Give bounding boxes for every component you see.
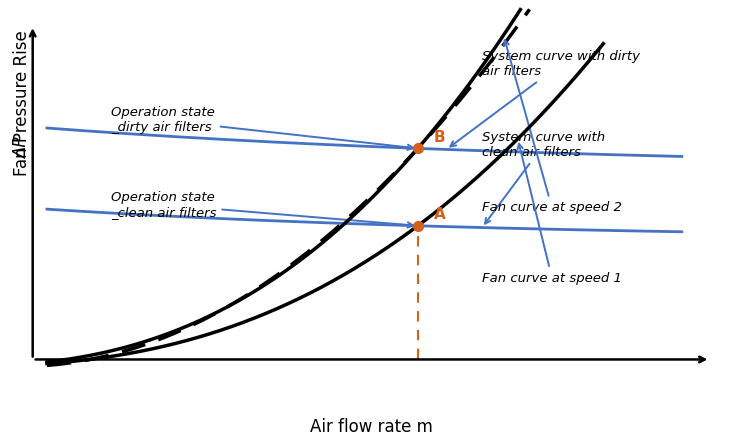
Text: Operation state
_dirty air filters: Operation state _dirty air filters <box>111 106 413 150</box>
Text: Fan curve at speed 1: Fan curve at speed 1 <box>482 144 622 284</box>
Text: System curve with dirty
air filters: System curve with dirty air filters <box>450 50 640 146</box>
Text: System curve with
clean air filters: System curve with clean air filters <box>482 131 606 224</box>
Text: ΔP: ΔP <box>13 138 31 159</box>
Text: Fan curve at speed 2: Fan curve at speed 2 <box>482 40 622 214</box>
Text: A: A <box>434 207 445 222</box>
Text: Fan Pressure Rise: Fan Pressure Rise <box>13 30 31 176</box>
Text: B: B <box>434 130 445 145</box>
Text: Operation state
_clean air filters: Operation state _clean air filters <box>111 191 413 228</box>
Text: Air flow rate m: Air flow rate m <box>310 418 433 436</box>
